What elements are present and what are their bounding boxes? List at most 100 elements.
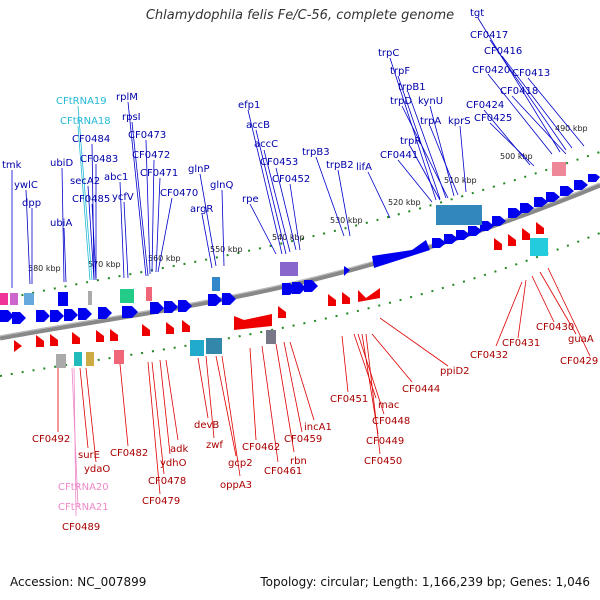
scale-label: 520 kbp [388, 198, 421, 207]
gene-label: CF0441 [380, 150, 418, 161]
reverse-gene-arrow [522, 228, 530, 240]
forward-gene-arrow [36, 310, 50, 322]
gene-label: dpp [22, 198, 41, 209]
reverse-gene-arrow [96, 330, 104, 342]
forward-gene-arrow [588, 174, 600, 182]
forward-gene-arrow [64, 309, 78, 321]
gene-label: surE [78, 450, 100, 461]
forward-gene-arrow [98, 307, 112, 319]
reverse-gene-arrow [166, 322, 174, 334]
map-title: Chlamydophila felis Fe/C-56, complete ge… [145, 8, 455, 23]
gene-label: CF0492 [32, 434, 70, 445]
gene-label: rplM [116, 92, 138, 103]
feature-block [114, 350, 124, 364]
reverse-gene-arrows [14, 222, 544, 352]
gene-label: CF0479 [142, 496, 180, 507]
scale-label: 530 kbp [330, 216, 363, 225]
reverse-gene-arrow [342, 292, 350, 304]
reverse-gene-labels: CF0492 surE ydaO CF0489 CF0482 adk ydhO … [32, 322, 598, 533]
gene-label: ydaO [84, 464, 110, 475]
rna-label: CFtRNA20 [58, 482, 109, 493]
gene-label: CF0452 [272, 174, 310, 185]
feature-block [56, 354, 66, 368]
gene-label: incA1 [304, 422, 332, 433]
scale-label: 540 kbp [272, 233, 305, 242]
forward-gene-labels: tgt CF0417 CF0416 CF0420 CF0413 CF0418 C… [2, 8, 550, 229]
forward-gene-arrow [520, 203, 534, 213]
gene-label: trpR [400, 136, 421, 147]
gene-label: CF0472 [132, 150, 170, 161]
reverse-gene-arrow [182, 320, 190, 332]
gene-label: ydhO [160, 458, 187, 469]
gene-label: ywlC [14, 180, 38, 191]
rna-label: CFtRNA18 [60, 116, 111, 127]
gene-label: kprS [448, 116, 471, 127]
reverse-gene-arrow [110, 329, 118, 341]
gene-label: rbn [290, 456, 307, 467]
forward-gene-arrow [12, 312, 26, 324]
reverse-gene-arrow [234, 314, 272, 330]
forward-gene-arrow [480, 221, 494, 231]
reverse-gene-arrow [36, 335, 44, 347]
gene-label: tgt [470, 8, 484, 19]
gene-label: trpB2 [326, 160, 354, 171]
reverse-gene-arrow [14, 340, 22, 352]
forward-gene-arrow [574, 180, 588, 190]
gene-label: efp1 [238, 100, 260, 111]
gene-label: kynU [418, 96, 443, 107]
gene-label: devB [194, 420, 219, 431]
gene-label: guaA [568, 334, 594, 345]
gene-label: CF0461 [264, 466, 302, 477]
gene-label: accC [254, 139, 278, 150]
gene-label: oppA3 [220, 480, 252, 491]
gene-label: trpC [378, 48, 399, 59]
scale-label: 510 kbp [444, 176, 477, 185]
gene-label: ycfV [112, 192, 134, 203]
forward-gene-arrow [0, 310, 14, 322]
forward-gene-arrow [444, 234, 458, 244]
forward-gene-arrow [164, 301, 178, 313]
gene-label: CF0450 [364, 456, 402, 467]
gene-label: rpe [242, 194, 259, 205]
gene-label: CF0424 [466, 100, 504, 111]
scale-label: 490 kbp [555, 124, 588, 133]
reverse-gene-arrow [358, 288, 380, 302]
gene-label: CF0420 [472, 65, 510, 76]
reverse-gene-arrow [508, 234, 516, 246]
feature-block [146, 287, 152, 301]
gene-label: secA2 [70, 176, 100, 187]
feature-block [58, 292, 68, 306]
gene-label: ubiD [50, 158, 73, 169]
gene-label: CF0413 [512, 68, 550, 79]
gene-label: lifA [356, 162, 372, 173]
gene-label: CF0416 [484, 46, 522, 57]
gene-label: accB [246, 120, 270, 131]
rna-reverse-labels: CFtRNA20 CFtRNA21 [58, 482, 109, 513]
gene-label: CF0444 [402, 384, 440, 395]
feature-block [212, 277, 220, 291]
gene-label: CF0451 [330, 394, 368, 405]
forward-gene-arrow [122, 306, 138, 318]
gene-label: CF0473 [128, 130, 166, 141]
scale-label-group: 490 kbp 500 kbp 510 kbp 520 kbp 530 kbp … [28, 124, 588, 273]
forward-leader-lines [11, 17, 585, 288]
feature-block [0, 293, 8, 305]
forward-gene-arrow [50, 310, 64, 322]
reverse-gene-arrow [72, 332, 80, 344]
gene-label: tmk [2, 160, 22, 171]
feature-block [552, 162, 566, 176]
feature-block [280, 262, 298, 276]
rna-labels: CFtRNA19 CFtRNA18 [56, 96, 111, 127]
scale-label: 560 kbp [148, 254, 181, 263]
gene-label: adk [170, 444, 188, 455]
forward-gene-arrow [432, 238, 446, 248]
gene-label: argR [190, 204, 213, 215]
gene-label: CF0482 [110, 448, 148, 459]
gene-label: CF0430 [536, 322, 574, 333]
feature-block [436, 205, 482, 225]
gene-label: trpB1 [398, 82, 426, 93]
gene-label: trpF [390, 66, 410, 77]
gene-label: gcp2 [228, 458, 253, 469]
rna-label: CFtRNA21 [58, 502, 109, 513]
